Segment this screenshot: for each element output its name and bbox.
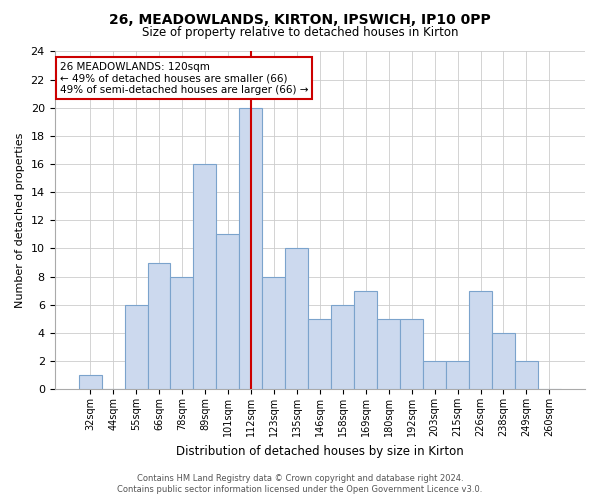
- Bar: [308, 319, 331, 389]
- Bar: [170, 276, 193, 389]
- Bar: [469, 290, 492, 389]
- X-axis label: Distribution of detached houses by size in Kirton: Distribution of detached houses by size …: [176, 444, 464, 458]
- Bar: [492, 333, 515, 389]
- Text: Size of property relative to detached houses in Kirton: Size of property relative to detached ho…: [142, 26, 458, 39]
- Bar: [125, 304, 148, 389]
- Text: Contains HM Land Registry data © Crown copyright and database right 2024.
Contai: Contains HM Land Registry data © Crown c…: [118, 474, 482, 494]
- Text: 26, MEADOWLANDS, KIRTON, IPSWICH, IP10 0PP: 26, MEADOWLANDS, KIRTON, IPSWICH, IP10 0…: [109, 12, 491, 26]
- Bar: [354, 290, 377, 389]
- Bar: [193, 164, 217, 389]
- Y-axis label: Number of detached properties: Number of detached properties: [15, 132, 25, 308]
- Bar: [239, 108, 262, 389]
- Bar: [400, 319, 423, 389]
- Bar: [377, 319, 400, 389]
- Bar: [331, 304, 354, 389]
- Bar: [148, 262, 170, 389]
- Bar: [423, 361, 446, 389]
- Bar: [446, 361, 469, 389]
- Bar: [515, 361, 538, 389]
- Bar: [286, 248, 308, 389]
- Text: 26 MEADOWLANDS: 120sqm
← 49% of detached houses are smaller (66)
49% of semi-det: 26 MEADOWLANDS: 120sqm ← 49% of detached…: [60, 62, 308, 95]
- Bar: [79, 375, 101, 389]
- Bar: [262, 276, 286, 389]
- Bar: [217, 234, 239, 389]
